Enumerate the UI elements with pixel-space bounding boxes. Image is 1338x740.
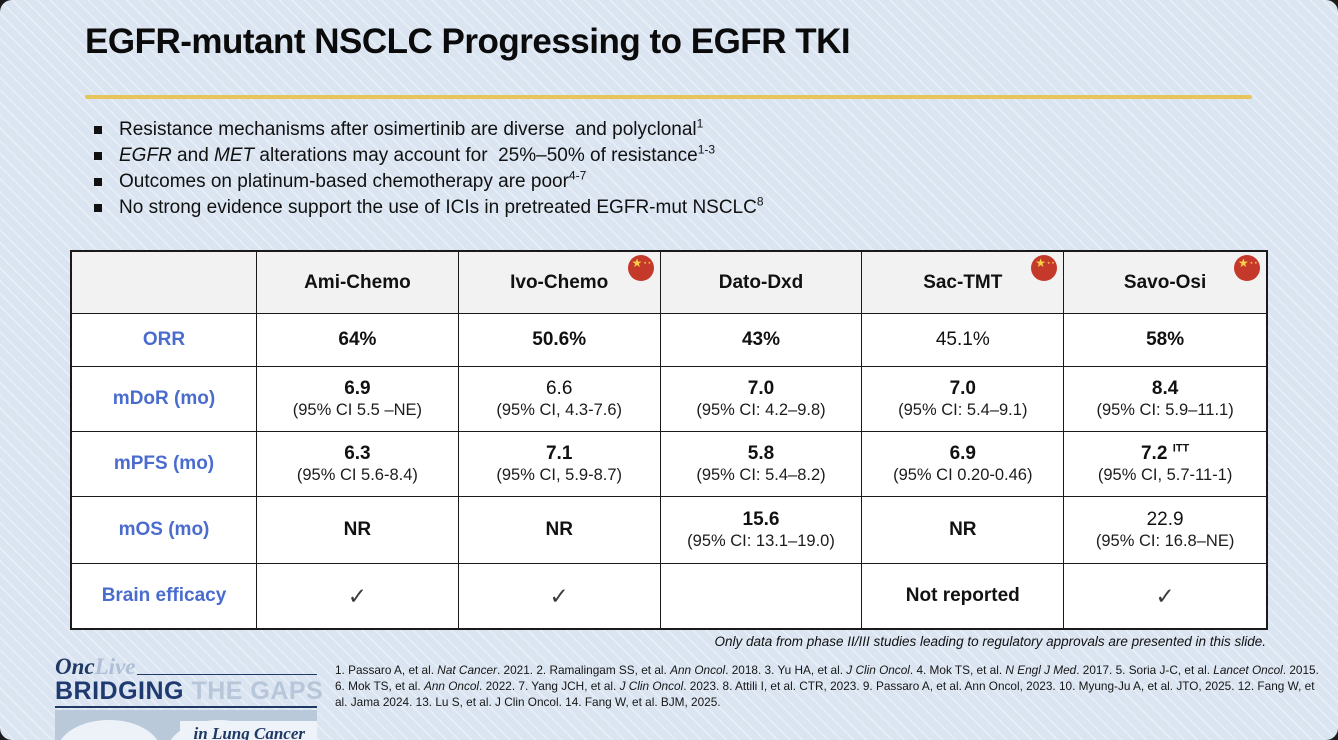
row-label: mDoR (mo) xyxy=(72,367,257,431)
onclive-wordmark: OncLive xyxy=(55,655,317,678)
table-cell: NR xyxy=(257,497,459,563)
reference-superscript: 4-7 xyxy=(568,168,587,183)
bullet-ici-evidence: No strong evidence support the use of IC… xyxy=(92,195,1278,221)
bullet-list: Resistance mechanisms after osimertinib … xyxy=(92,117,1278,221)
checkmark-icon: ✓ xyxy=(549,582,569,609)
table-cell: 8.4 (95% CI: 5.9–11.1) xyxy=(1064,367,1266,431)
china-flag-icon xyxy=(1234,255,1260,281)
bullet-resistance: Resistance mechanisms after osimertinib … xyxy=(92,117,1278,143)
onclive-bridging-the-gaps-logo: OncLive BRIDGING THE GAPS in Lung Cancer xyxy=(55,655,324,740)
bridging-the-gaps-wordmark: BRIDGING THE GAPS xyxy=(55,677,324,705)
table-row-mdor: mDoR (mo) 6.9 (95% CI 5.5 –NE) 6.6 (95% CI… xyxy=(72,367,1266,432)
logo-tagline: in Lung Cancer xyxy=(179,721,317,740)
checkmark-icon: ✓ xyxy=(347,582,368,609)
table-cell: Not reported xyxy=(862,564,1065,628)
table-cell: 50.6% xyxy=(458,314,661,366)
table-cell: 15.6 (95% CI: 13.1–19.0) xyxy=(660,497,863,563)
table-cell: NR xyxy=(458,497,661,563)
table-cell: 43% xyxy=(660,314,863,366)
checkmark-icon: ✓ xyxy=(1155,582,1175,609)
table-row-orr: ORR 64% 50.6% 43% 45.1% 58% xyxy=(72,314,1266,367)
table-cell: 7.0 (95% CI: 4.2–9.8) xyxy=(660,367,863,431)
title-divider xyxy=(85,95,1252,99)
table-cell: 6.6 (95% CI, 4.3-7.6) xyxy=(458,367,661,431)
logo-underline xyxy=(137,674,317,675)
table-cell: 5.8 (95% CI: 5.4–8.2) xyxy=(660,432,863,496)
table-row-mos: mOS (mo) NR NR 15.6 (95% CI: 13.1–19.0) N… xyxy=(72,497,1266,564)
header-cell-ivo-chemo: Ivo-Chemo xyxy=(458,252,661,313)
table-cell: ✓ xyxy=(1064,564,1266,628)
table-cell: 7.2 ITT (95% CI, 5.7-11-1) xyxy=(1064,432,1266,496)
header-cell-savo-osi: Savo-Osi xyxy=(1064,252,1266,313)
references: 1. Passaro A, et al. Nat Cancer. 2021. 2… xyxy=(335,663,1319,709)
bullet-chemo-outcomes: Outcomes on platinum-based chemotherapy … xyxy=(92,169,1278,195)
table-cell: ✓ xyxy=(257,564,459,628)
bullet-egfr-met: EGFR and MET alterations may account for… xyxy=(92,143,1278,169)
reference-superscript: 1 xyxy=(696,116,704,131)
table-cell: 64% xyxy=(257,314,459,366)
table-cell: 6.3 (95% CI 5.6-8.4) xyxy=(257,432,459,496)
bridge-graphic: in Lung Cancer xyxy=(55,710,317,740)
table-header-row: Ami-Chemo Ivo-Chemo Dato-Dxd Sac-TMT Sav… xyxy=(72,252,1266,314)
table-cell: 7.0 (95% CI: 5.4–9.1) xyxy=(862,367,1065,431)
header-cell-dato-dxd: Dato-Dxd xyxy=(660,252,863,313)
row-label: mOS (mo) xyxy=(72,497,257,563)
table-cell: 58% xyxy=(1064,314,1266,366)
logo-divider xyxy=(55,706,317,708)
table-cell: 22.9 (95% CI: 16.8–NE) xyxy=(1064,497,1266,563)
page-title: EGFR-mutant NSCLC Progressing to EGFR TK… xyxy=(85,22,851,61)
table-cell-empty xyxy=(660,564,863,628)
table-row-mpfs: mPFS (mo) 6.3 (95% CI 5.6-8.4) 7.1 (95% CI… xyxy=(72,432,1266,497)
table-cell: NR xyxy=(862,497,1065,563)
table-cell: 6.9 (95% CI 0.20-0.46) xyxy=(862,432,1065,496)
china-flag-icon xyxy=(627,255,654,281)
china-flag-icon xyxy=(1031,255,1058,281)
header-cell-ami-chemo: Ami-Chemo xyxy=(257,252,459,313)
comparison-table: Ami-Chemo Ivo-Chemo Dato-Dxd Sac-TMT Sav… xyxy=(70,250,1268,630)
reference-superscript: 8 xyxy=(756,194,764,209)
header-cell-blank xyxy=(72,252,257,313)
reference-superscript: 1-3 xyxy=(697,142,716,157)
row-label: ORR xyxy=(72,314,257,366)
table-footnote: Only data from phase II/III studies lead… xyxy=(714,634,1266,649)
table-cell: ✓ xyxy=(458,564,661,628)
table-cell: 45.1% xyxy=(862,314,1065,366)
table-cell: 6.9 (95% CI 5.5 –NE) xyxy=(257,367,459,431)
header-cell-sac-tmt: Sac-TMT xyxy=(862,252,1065,313)
row-label: mPFS (mo) xyxy=(72,432,257,496)
bridge-arch xyxy=(57,720,161,740)
table-row-brain-efficacy: Brain efficacy ✓ ✓ Not reported ✓ xyxy=(72,564,1266,628)
row-label: Brain efficacy xyxy=(72,564,257,628)
table-cell: 7.1 (95% CI, 5.9-8.7) xyxy=(458,432,661,496)
